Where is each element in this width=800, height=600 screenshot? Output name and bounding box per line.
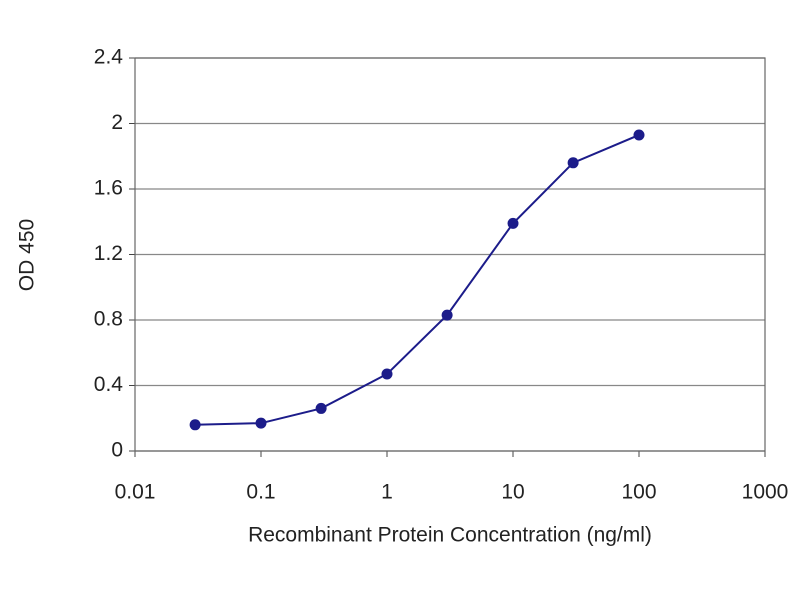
plot-frame <box>134 57 766 452</box>
data-point <box>441 309 453 321</box>
x-tick-label: 1 <box>381 481 393 504</box>
data-line <box>195 134 640 426</box>
x-tick-label: 0.01 <box>115 481 156 504</box>
y-tick-label: 0.4 <box>94 373 124 396</box>
data-point <box>189 419 201 431</box>
data-point <box>381 368 393 380</box>
x-tick-label: 10 <box>501 481 524 504</box>
y-tick-label: 2 <box>111 111 123 134</box>
x-tick-label: 0.1 <box>246 481 275 504</box>
y-tick-label: 1.2 <box>94 242 123 265</box>
y-tick-label: 0.8 <box>94 308 123 331</box>
y-tick-label: 1.6 <box>94 177 123 200</box>
x-tick-label: 1000 <box>742 481 789 504</box>
data-point <box>567 157 579 169</box>
data-point <box>507 217 519 229</box>
data-point <box>633 129 645 141</box>
x-tick-label: 100 <box>621 481 656 504</box>
data-point <box>315 402 327 414</box>
y-tick-label: 2.4 <box>94 46 124 69</box>
x-axis-label: Recombinant Protein Concentration (ng/ml… <box>248 524 652 547</box>
y-tick-label: 0 <box>111 439 123 462</box>
data-point <box>255 417 267 429</box>
y-axis-label: OD 450 <box>16 219 39 291</box>
